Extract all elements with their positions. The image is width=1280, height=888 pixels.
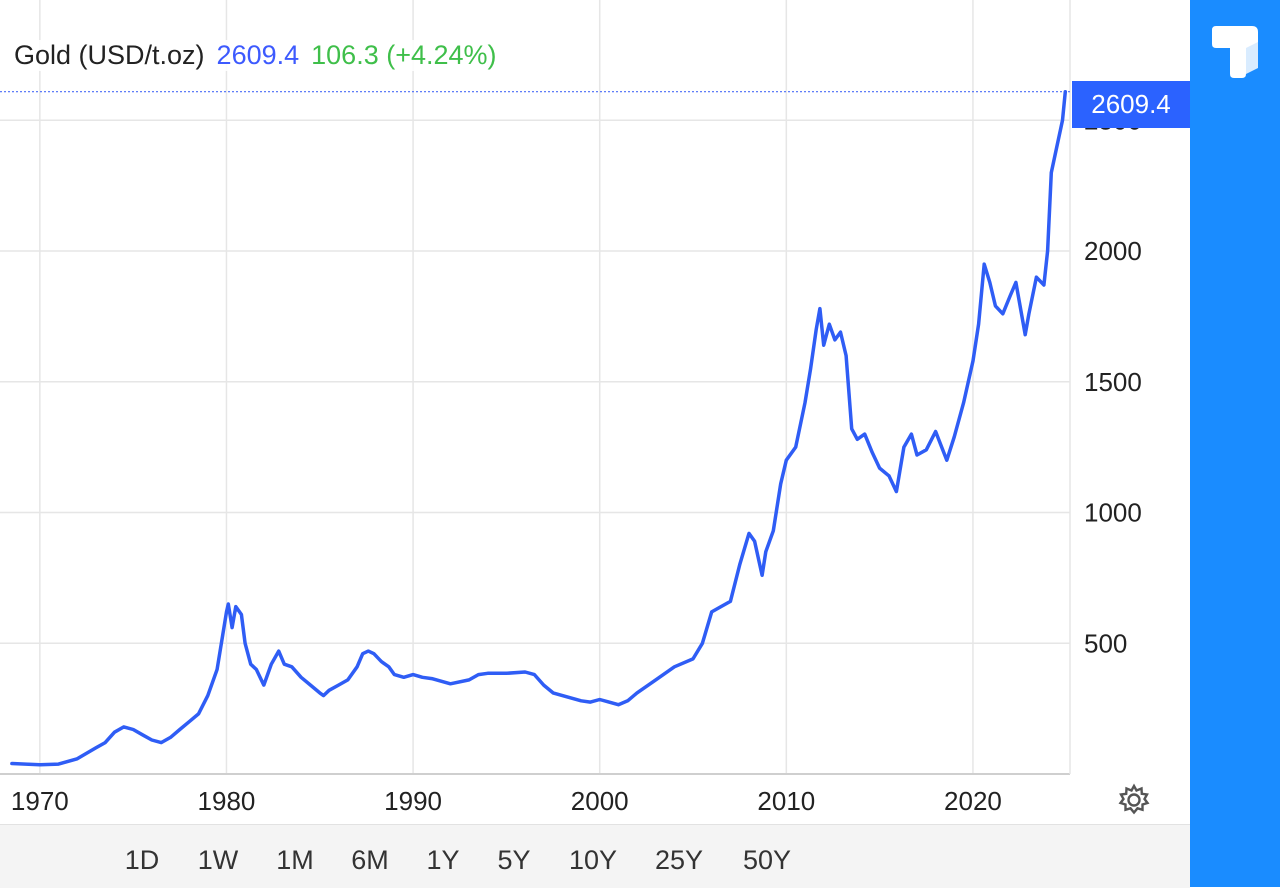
range-button-5y[interactable]: 5Y: [497, 845, 531, 875]
plot-area: [0, 89, 1070, 767]
chart-area: 1970 1980 1990 2000 2010 2020 500 1000 1500 2000 2…: [0, 0, 1190, 818]
y-tick-label: 2000: [1084, 236, 1142, 266]
y-tick-label: 1500: [1084, 367, 1142, 397]
range-button-1y[interactable]: 1Y: [426, 845, 460, 875]
tradingeconomics-logo-icon[interactable]: [1206, 22, 1262, 82]
range-button-1m[interactable]: 1M: [276, 845, 314, 875]
last-price-badge: 2609.4: [1072, 81, 1190, 128]
time-range-bar: 1D 1W 1M 6M 1Y 5Y 10Y 25Y 50Y: [0, 824, 1190, 888]
x-tick-label: 1970: [11, 786, 69, 816]
price-series-line: [10, 89, 1068, 767]
x-tick-label: 2000: [571, 786, 629, 816]
sidebar: [1190, 0, 1280, 887]
range-button-1d[interactable]: 1D: [124, 845, 160, 875]
instrument-name: Gold (USD/t.oz): [14, 40, 205, 70]
range-button-6m[interactable]: 6M: [351, 845, 389, 875]
y-tick-label: 500: [1084, 628, 1127, 658]
range-button-50y[interactable]: 50Y: [742, 845, 792, 875]
axes: 1970 1980 1990 2000 2010 2020 500 1000 1500 2000 2…: [0, 0, 1142, 816]
x-tick-label: 2020: [944, 786, 1002, 816]
price-change: 106.3 (+4.24%): [311, 40, 497, 70]
x-tick-label: 2010: [757, 786, 815, 816]
gear-icon[interactable]: [1116, 782, 1152, 818]
x-tick-label: 1980: [198, 786, 256, 816]
range-button-25y[interactable]: 25Y: [654, 845, 704, 875]
grid: [0, 0, 1070, 774]
range-button-10y[interactable]: 10Y: [568, 845, 618, 875]
x-tick-label: 1990: [384, 786, 442, 816]
chart-svg: 1970 1980 1990 2000 2010 2020 500 1000 1500 2000 2…: [0, 0, 1142, 816]
chart-header: Gold (USD/t.oz) 2609.4 106.3 (+4.24%): [14, 40, 509, 71]
y-tick-label: 1000: [1084, 498, 1142, 528]
current-price: 2609.4: [216, 40, 300, 70]
range-button-1w[interactable]: 1W: [197, 845, 239, 875]
